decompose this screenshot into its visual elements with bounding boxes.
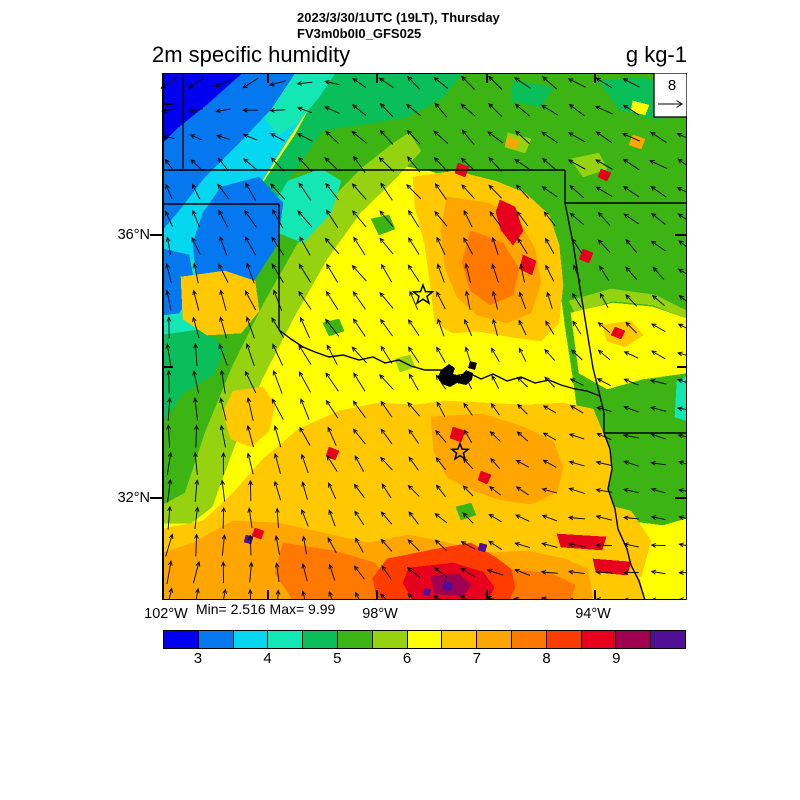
colorbar-segment — [477, 631, 512, 648]
lake-shape — [468, 361, 477, 370]
colorbar-segment — [407, 631, 443, 648]
colorbar-segment — [303, 631, 338, 648]
lake-texoma-shape — [438, 364, 473, 387]
colorbar-tick-label: 7 — [472, 650, 481, 667]
wind-reference-value: 8 — [668, 77, 676, 94]
colorbar-segment — [268, 631, 304, 648]
colorbar-segment — [616, 631, 652, 648]
axis-ticks — [150, 73, 687, 600]
star-marker-1 — [411, 282, 435, 305]
lon-tick-label: 94°W — [575, 606, 611, 622]
variable-title: 2m specific humidity — [152, 42, 351, 67]
colorbar-segment — [511, 631, 547, 648]
colorbar-segment — [198, 631, 234, 648]
lon-tick-label: 102°W — [144, 606, 188, 622]
colorbar-segment — [337, 631, 373, 648]
colorbar-segment — [546, 631, 582, 648]
colorbar-segment — [372, 631, 408, 648]
lon-tick-label: 98°W — [362, 606, 398, 622]
units-label: g kg-1 — [625, 42, 687, 67]
colorbar-tick-label: 5 — [333, 650, 342, 667]
colorbar-segment — [442, 631, 478, 648]
humidity-map: 8 — [150, 72, 695, 612]
colorbar-segment — [233, 631, 269, 648]
colorbar-segment — [164, 631, 199, 648]
map-area: 8 — [145, 72, 695, 612]
colorbar-segment — [581, 631, 617, 648]
colorbar-tick-label: 3 — [193, 650, 203, 667]
wind-reference-box: 8 — [653, 72, 688, 118]
lat-tick-label: 32°N — [117, 490, 150, 506]
colorbar-tick-label: 6 — [402, 650, 412, 667]
datetime-title: 2023/3/30/1UTC (19LT), Thursday — [297, 10, 500, 25]
minmax-label: Min= 2.516 Max= 9.99 — [196, 601, 336, 617]
wind-vectors — [160, 75, 695, 612]
colorbar-tick-label: 4 — [263, 650, 272, 667]
humidity-shading — [162, 72, 688, 601]
colorbar-segment — [651, 631, 685, 648]
star-marker-2 — [449, 441, 471, 461]
lat-tick-label: 36°N — [117, 227, 150, 243]
model-title: FV3m0b0I0_GFS025 — [297, 26, 422, 41]
colorbar-tick-label: 9 — [612, 650, 621, 667]
colorbar — [163, 630, 686, 649]
colorbar-tick-label: 8 — [542, 650, 551, 667]
